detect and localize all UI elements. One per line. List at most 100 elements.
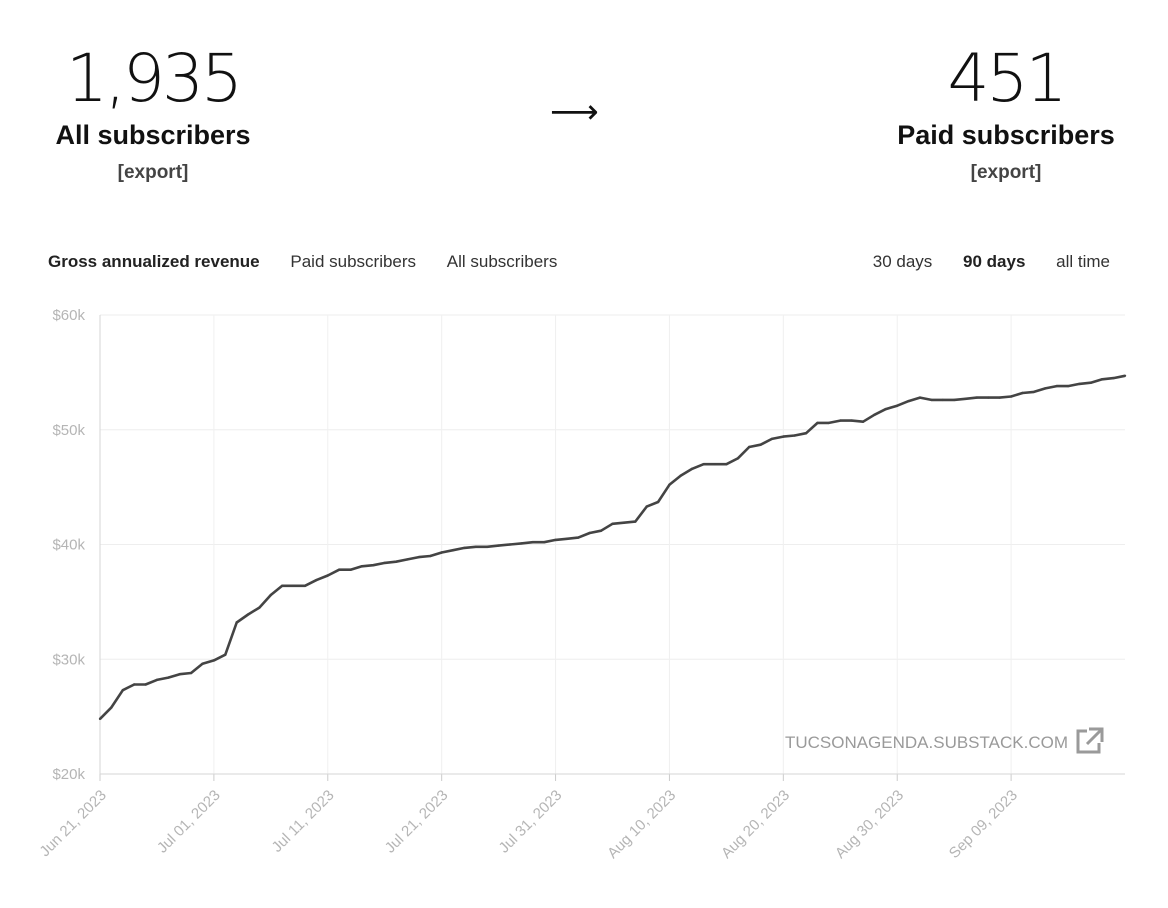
x-tick-label: Aug 30, 2023: [832, 787, 907, 862]
data-point: [656, 500, 660, 504]
data-point: [873, 413, 876, 416]
data-point: [474, 545, 477, 548]
data-point: [144, 683, 147, 686]
data-point: [896, 404, 899, 407]
data-point: [1089, 381, 1093, 384]
data-point: [167, 676, 170, 679]
data-point: [839, 419, 842, 422]
data-point: [941, 398, 944, 402]
data-point: [599, 529, 603, 532]
data-point: [565, 537, 569, 540]
x-tick-label: Aug 20, 2023: [718, 787, 793, 862]
data-point: [1078, 382, 1081, 386]
data-point: [417, 555, 421, 559]
data-point: [349, 568, 352, 571]
data-point: [429, 554, 432, 558]
data-point: [258, 606, 261, 609]
tab-paid-subscribers[interactable]: Paid subscribers: [290, 252, 417, 271]
y-tick-label: $50k: [52, 422, 85, 439]
data-point: [668, 483, 671, 486]
revenue-line-chart: $20k $30k $40k $50k $60k Jun 21, 2023 Jul 01, …: [36, 307, 1127, 862]
data-point: [930, 398, 933, 402]
data-point: [372, 564, 375, 567]
data-point: [394, 560, 398, 563]
data-point: [463, 546, 466, 550]
data-point: [1112, 376, 1115, 380]
data-point: [292, 584, 295, 587]
data-point: [611, 522, 614, 525]
data-point: [497, 544, 500, 547]
data-point: [725, 463, 728, 466]
data-point: [987, 396, 990, 399]
data-point: [588, 531, 591, 535]
data-point: [303, 584, 307, 587]
data-point: [543, 541, 546, 544]
data-point: [189, 671, 193, 675]
data-point: [531, 541, 534, 544]
tab-30-days[interactable]: 30 days: [872, 252, 933, 271]
x-tick-label: Jul 11, 2023: [269, 787, 338, 856]
tab-gross-annualized-revenue[interactable]: Gross annualized revenue: [48, 252, 260, 271]
data-point: [1123, 374, 1127, 377]
data-point: [850, 419, 853, 422]
data-point: [953, 398, 956, 402]
tab-90-days[interactable]: 90 days: [963, 252, 1026, 271]
revenue-series-line: [99, 374, 1126, 720]
data-point: [1055, 384, 1058, 388]
data-point: [1044, 387, 1047, 390]
data-point: [338, 568, 341, 571]
watermark-text: TUCSONAGENDA.SUBSTACK.COM: [785, 733, 1068, 752]
data-point: [315, 578, 318, 582]
range-tabs: 30 days 90 days all time: [847, 252, 1110, 272]
data-point: [508, 543, 512, 546]
data-point: [645, 505, 648, 508]
all-subscribers-export-link[interactable]: [export]: [117, 162, 189, 183]
data-point: [804, 432, 808, 435]
data-point: [1032, 390, 1036, 394]
tab-all-time[interactable]: all time: [1056, 252, 1110, 271]
data-point: [918, 396, 922, 399]
y-tick-label: $20k: [52, 766, 85, 783]
x-tick-label: Jul 31, 2023: [496, 787, 566, 857]
metric-tabs: Gross annualized revenue Paid subscriber…: [48, 252, 583, 272]
paid-subscribers-stat: 451 Paid subscribers [export]: [886, 40, 1126, 185]
data-point: [121, 689, 125, 692]
paid-subscribers-count: 451: [947, 40, 1068, 117]
data-point: [827, 421, 831, 425]
data-point: [406, 558, 409, 561]
x-tick-label: Jul 21, 2023: [382, 787, 452, 857]
all-subscribers-label: All subscribers: [55, 120, 251, 150]
data-point: [383, 561, 386, 565]
data-point: [110, 706, 113, 709]
data-point: [793, 434, 796, 437]
data-point: [816, 421, 819, 425]
all-subscribers-stat: 1,935 All subscribers [export]: [48, 40, 258, 185]
data-point: [884, 407, 887, 411]
paid-subscribers-export-link[interactable]: [export]: [970, 162, 1042, 183]
data-point: [269, 593, 272, 597]
data-point: [907, 399, 910, 403]
tab-all-subscribers[interactable]: All subscribers: [446, 252, 558, 271]
data-point: [1066, 384, 1070, 388]
data-point: [212, 659, 216, 662]
data-point: [281, 584, 284, 587]
data-point: [964, 397, 967, 400]
data-point: [224, 653, 227, 656]
y-tick-label: $30k: [52, 651, 85, 668]
x-tick-label: Sep 09, 2023: [946, 787, 1021, 862]
data-point: [1009, 395, 1013, 398]
y-tick-label: $40k: [52, 537, 85, 554]
data-point: [577, 536, 580, 539]
data-point: [360, 565, 364, 568]
data-point: [1021, 391, 1024, 395]
x-tick-label: Jun 21, 2023: [36, 787, 109, 860]
data-point: [451, 549, 455, 552]
data-point: [702, 463, 705, 466]
external-link-icon[interactable]: [1076, 727, 1104, 754]
x-tick-label: Aug 10, 2023: [604, 787, 679, 862]
data-point: [178, 673, 181, 676]
data-point: [201, 662, 204, 665]
data-point: [1101, 378, 1104, 381]
data-point: [486, 545, 489, 548]
data-point: [998, 396, 1001, 399]
